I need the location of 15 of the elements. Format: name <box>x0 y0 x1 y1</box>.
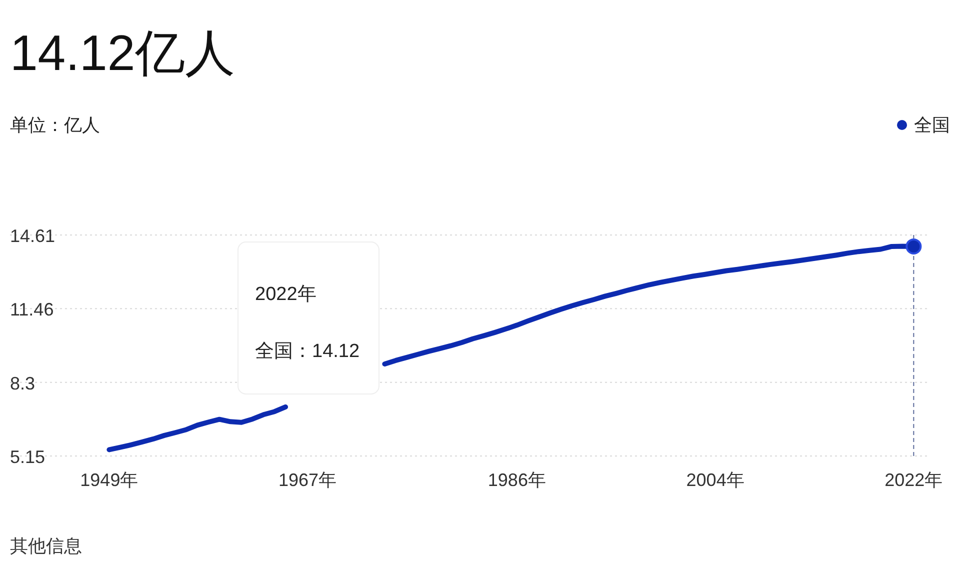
x-tick-label: 1967年 <box>278 470 337 490</box>
text: 其他信息 <box>10 536 82 556</box>
legend-label: 全国 <box>914 115 950 135</box>
annotation: 2022年 <box>255 284 316 305</box>
y-tick-label: 5.15 <box>10 447 46 467</box>
x-tick-label: 1986年 <box>488 470 546 490</box>
annotation: 全国：14.12 <box>255 341 360 362</box>
x-tick-label: 1949年 <box>80 470 138 490</box>
chart-title: 14.12亿人 <box>10 25 236 81</box>
x-tick-label: 2022年 <box>884 470 943 490</box>
x-tick-label: 2004年 <box>686 470 744 490</box>
chart-subtitle: 单位：亿人 <box>10 115 100 135</box>
y-tick-label: 8.3 <box>10 373 36 394</box>
y-tick-label: 11.46 <box>10 300 54 320</box>
y-tick-label: 14.61 <box>10 226 56 246</box>
